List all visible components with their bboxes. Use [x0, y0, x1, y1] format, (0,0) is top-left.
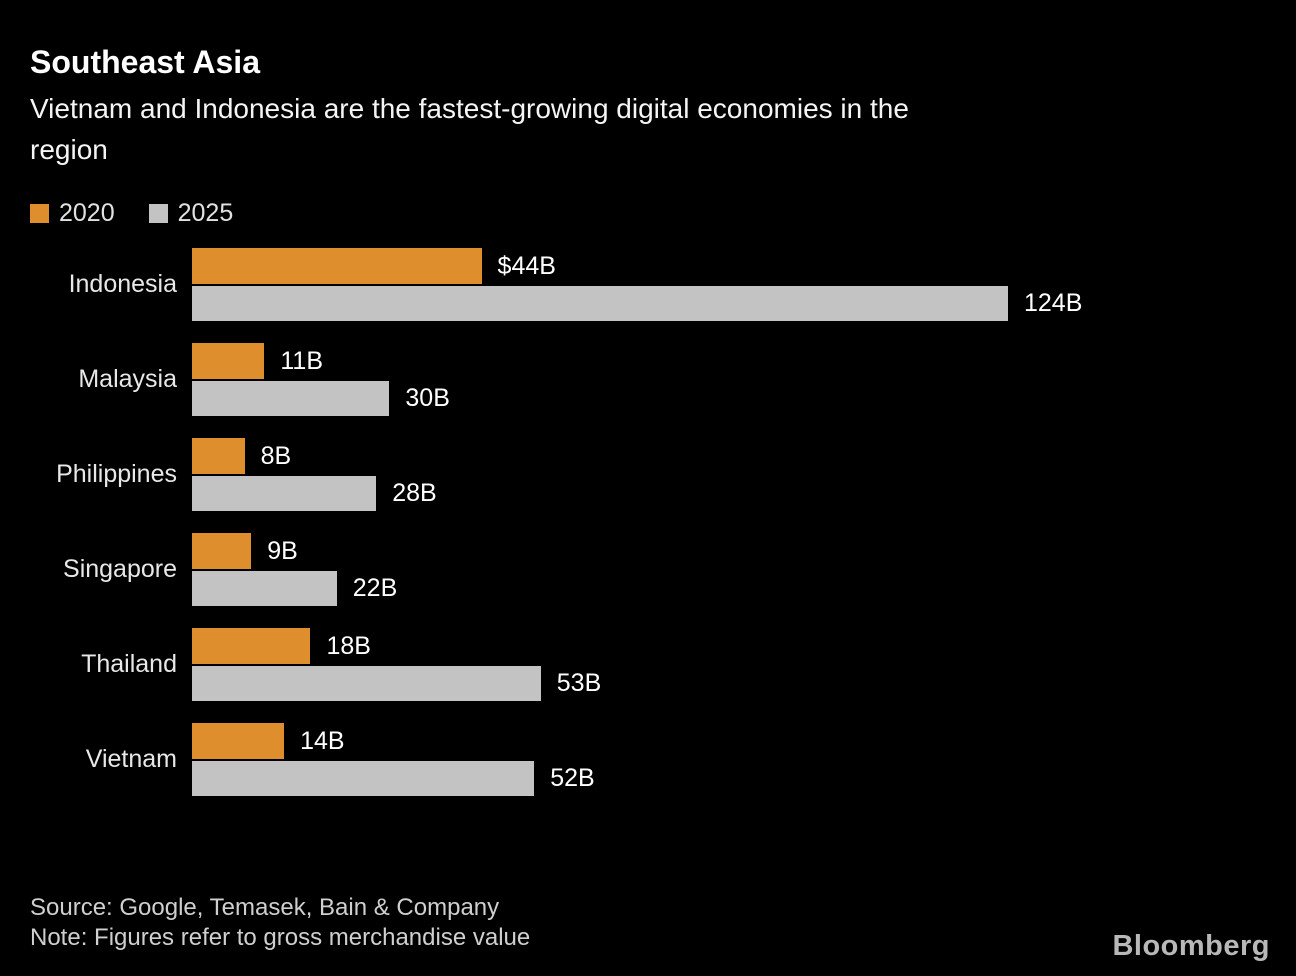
category-label: Indonesia	[68, 270, 177, 298]
chart-row: Singapore 9B 22B	[0, 533, 1296, 606]
bar-line-2020: $44B	[192, 248, 1082, 284]
value-label-2020: 14B	[300, 726, 345, 755]
legend-label-2025: 2025	[177, 199, 234, 227]
chart-row: Indonesia $44B 124B	[0, 248, 1296, 321]
bar-2020	[192, 723, 285, 759]
value-label-2025: 22B	[352, 574, 398, 602]
bar-line-2020: 9B	[192, 533, 397, 569]
bar-line-2025: 52B	[192, 761, 595, 796]
bar-group: 9B 22B	[192, 533, 397, 606]
value-label-2025: 52B	[550, 764, 595, 792]
value-label-2020: $44B	[497, 251, 556, 280]
bar-group: 14B 52B	[192, 723, 595, 796]
chart-subtitle: Vietnam and Indonesia are the fastest-gr…	[30, 88, 909, 170]
bar-2020	[192, 438, 245, 474]
chart-title: Southeast Asia	[30, 44, 260, 80]
value-label-2025: 53B	[556, 669, 602, 697]
bar-line-2025: 28B	[192, 476, 437, 511]
value-label-2020: 11B	[280, 346, 324, 375]
category-label: Malaysia	[78, 365, 177, 393]
chart-subtitle-line-1: Vietnam and Indonesia are the fastest-gr…	[30, 93, 909, 124]
bar-chart: Indonesia $44B 124B Malaysia 11B 30B Philippin…	[0, 248, 1296, 818]
value-label-2020: 18B	[326, 631, 371, 660]
value-label-2020: 9B	[267, 536, 298, 565]
bar-2025	[192, 476, 377, 511]
category-label: Thailand	[81, 650, 177, 678]
value-label-2025: 28B	[392, 479, 437, 507]
value-label-2020: 8B	[260, 441, 292, 470]
bar-group: 11B 30B	[192, 343, 450, 416]
bar-line-2020: 8B	[192, 438, 437, 474]
bar-2025	[192, 571, 337, 606]
value-label-2025: 30B	[405, 384, 450, 412]
legend-item-2020: 2020	[30, 199, 115, 228]
chart-row: Thailand 18B 53B	[0, 628, 1296, 701]
value-label-2025: 124B	[1024, 289, 1083, 317]
bar-line-2020: 11B	[192, 343, 450, 379]
chart-row: Vietnam 14B 52B	[0, 723, 1296, 796]
bar-line-2020: 18B	[192, 628, 601, 664]
bar-group: 18B 53B	[192, 628, 601, 701]
chart-row: Philippines 8B 28B	[0, 438, 1296, 511]
category-label: Philippines	[56, 460, 177, 488]
category-label: Vietnam	[85, 745, 177, 773]
bar-line-2025: 53B	[192, 666, 601, 701]
bar-2020	[192, 343, 265, 379]
bar-line-2025: 22B	[192, 571, 397, 606]
chart-header: Southeast Asia Vietnam and Indonesia are…	[30, 44, 909, 170]
bar-2025	[192, 381, 390, 416]
chart-row: Malaysia 11B 30B	[0, 343, 1296, 416]
bar-2020	[192, 248, 482, 284]
category-label: Singapore	[63, 555, 177, 583]
note-line: Note: Figures refer to gross merchandise…	[30, 924, 531, 951]
bar-line-2025: 30B	[192, 381, 450, 416]
bar-2025	[192, 286, 1008, 321]
legend-item-2025: 2025	[148, 199, 234, 228]
chart-footnotes: Source: Google, Temasek, Bain & Company …	[30, 893, 530, 953]
chart-subtitle-line-2: region	[30, 134, 108, 165]
bar-2025	[192, 761, 535, 796]
bar-group: $44B 124B	[192, 248, 1082, 321]
bar-line-2025: 124B	[192, 286, 1082, 321]
bloomberg-logo: Bloomberg	[1112, 930, 1270, 962]
source-line: Source: Google, Temasek, Bain & Company	[30, 894, 500, 921]
legend-label-2020: 2020	[59, 199, 115, 227]
bar-group: 8B 28B	[192, 438, 437, 511]
legend-swatch-2025-icon	[148, 204, 168, 223]
bar-2020	[192, 533, 252, 569]
legend-swatch-2020-icon	[30, 204, 49, 223]
legend: 2020 2025	[30, 199, 233, 228]
bar-line-2020: 14B	[192, 723, 595, 759]
bar-2020	[192, 628, 311, 664]
bar-2025	[192, 666, 541, 701]
